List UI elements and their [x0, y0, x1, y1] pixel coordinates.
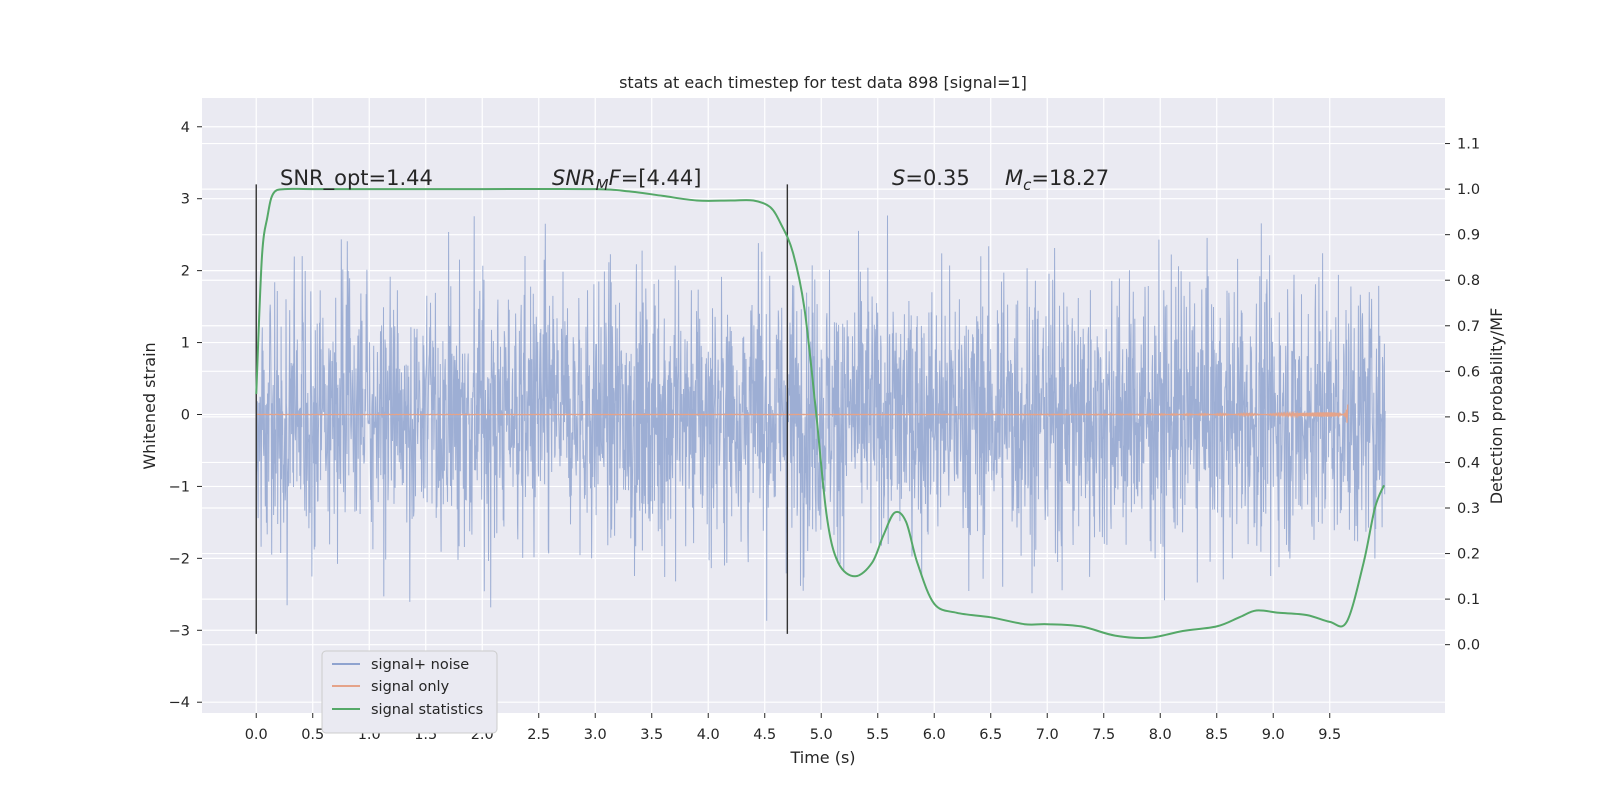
noise-trace	[255, 215, 1386, 621]
mc-symbol: M	[1005, 166, 1023, 190]
x-tick-label: 0.0	[245, 727, 268, 743]
x-tick-label: 4.5	[753, 727, 776, 743]
statistics-curve	[255, 187, 1385, 640]
x-tick-label: 0.5	[301, 727, 324, 743]
signal-trace	[256, 404, 1349, 423]
legend-label-signal: signal only	[371, 679, 450, 695]
y2-axis-label: Detection probability/MF	[1487, 308, 1506, 505]
x-tick-label: 7.5	[1092, 727, 1115, 743]
y-axis-label: Whitened strain	[140, 342, 159, 469]
y2-tick-label: 0.5	[1457, 410, 1480, 426]
y-tick-label: 1	[181, 336, 190, 352]
snr-mf-f: F	[609, 166, 622, 190]
snr-mf-subscript: M	[596, 176, 609, 194]
mc-subscript: c	[1023, 176, 1032, 194]
legend: signal+ noise signal only signal statist…	[321, 650, 498, 734]
annotation-snr-mf: SNRMF=[4.44]	[552, 166, 701, 194]
x-tick-label: 3.0	[584, 727, 607, 743]
y-tick-label: 3	[181, 192, 190, 208]
y-tick-label: 0	[181, 407, 190, 423]
x-tick-label: 5.5	[866, 727, 889, 743]
y-tick-label: 4	[181, 120, 190, 136]
x-tick-label: 6.5	[979, 727, 1002, 743]
legend-label-noise: signal+ noise	[371, 657, 469, 673]
x-tick-label: 8.5	[1205, 727, 1228, 743]
x-tick-label: 3.5	[640, 727, 663, 743]
y2-tick-label: 1.0	[1457, 182, 1480, 198]
legend-label-stats: signal statistics	[371, 702, 483, 718]
y2-tick-label: 0.3	[1457, 501, 1480, 517]
signal-statistics-series	[255, 187, 1385, 640]
signal-noise-series	[255, 215, 1386, 621]
signal-only-series	[256, 404, 1349, 423]
x-tick-label: 6.0	[923, 727, 946, 743]
legend-box	[321, 650, 498, 734]
x-tick-label: 2.5	[527, 727, 550, 743]
y2-tick-label: 0.0	[1457, 638, 1480, 654]
y2-tick-label: 1.1	[1457, 137, 1480, 153]
y2-tick-label: 0.9	[1457, 228, 1480, 244]
y2-tick-label: 0.1	[1457, 592, 1480, 608]
x-tick-label: 5.0	[810, 727, 833, 743]
mc-value: =18.27	[1031, 166, 1109, 190]
y2-tick-label: 0.7	[1457, 319, 1480, 335]
s-symbol: S	[892, 166, 905, 190]
y2-tick-label: 0.8	[1457, 273, 1480, 289]
annotation-snr-opt: SNR_opt=1.44	[280, 166, 433, 191]
snr-mf-value: =[4.44]	[621, 166, 702, 190]
y2-tick-label: 0.4	[1457, 455, 1480, 471]
annotation-mc: Mc=18.27	[1005, 166, 1109, 194]
y2-axis-ticks: 0.0 0.1 0.2 0.3 0.4 0.5 0.6 0.7 0.8 0.9 1.0 1.1	[1445, 137, 1480, 654]
y-tick-label: 2	[181, 264, 190, 280]
x-axis-label: Time (s)	[789, 748, 855, 767]
x-tick-label: 9.5	[1318, 727, 1341, 743]
annotation-s: S=0.35	[892, 166, 970, 190]
s-value: =0.35	[905, 166, 969, 190]
y-tick-label: −2	[169, 551, 190, 567]
y-tick-label: −4	[169, 695, 190, 711]
y-axis-ticks: −4 −3 −2 −1 0 1 2 3 4	[169, 120, 202, 711]
y-tick-label: −1	[169, 479, 190, 495]
x-tick-label: 4.0	[697, 727, 720, 743]
y-tick-label: −3	[169, 623, 190, 639]
chart-title: stats at each timestep for test data 898…	[619, 73, 1027, 92]
x-tick-label: 7.0	[1036, 727, 1059, 743]
x-tick-label: 9.0	[1262, 727, 1285, 743]
y2-tick-label: 0.2	[1457, 547, 1480, 563]
y2-tick-label: 0.6	[1457, 364, 1480, 380]
snr-mf-symbol: SNR	[552, 166, 596, 190]
x-tick-label: 8.0	[1149, 727, 1172, 743]
vertical-markers	[255, 184, 789, 634]
